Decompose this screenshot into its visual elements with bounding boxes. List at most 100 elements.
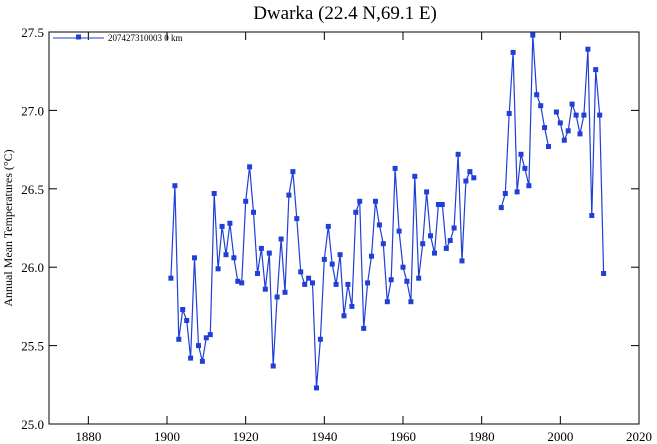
data-point xyxy=(266,250,272,256)
data-point xyxy=(506,111,512,116)
data-point xyxy=(168,275,174,281)
data-point xyxy=(176,336,182,342)
data-point xyxy=(573,112,579,118)
data-point xyxy=(345,281,351,287)
data-point xyxy=(317,336,323,342)
data-point xyxy=(172,183,178,189)
data-point xyxy=(314,385,319,391)
data-point xyxy=(420,241,426,247)
data-point xyxy=(255,271,260,276)
data-point xyxy=(215,266,221,272)
data-point xyxy=(522,165,528,171)
data-point xyxy=(502,191,508,196)
y-tick-label: 26.5 xyxy=(21,182,44,197)
data-point xyxy=(353,209,359,215)
data-point xyxy=(373,198,378,204)
data-point xyxy=(463,178,469,184)
data-point xyxy=(534,92,540,98)
data-point xyxy=(396,228,402,234)
data-point xyxy=(538,103,544,109)
data-point xyxy=(192,255,197,261)
y-tick-label: 26.0 xyxy=(21,260,44,275)
data-point xyxy=(247,164,253,170)
data-point xyxy=(310,280,315,286)
legend-entry: 207427310003 0 km xyxy=(108,33,183,43)
y-tick-label: 25.5 xyxy=(21,339,44,354)
data-point xyxy=(270,363,276,369)
data-point xyxy=(306,275,312,281)
data-point xyxy=(424,189,430,195)
x-tick-label: 1960 xyxy=(390,429,416,444)
data-point xyxy=(597,112,603,118)
data-point xyxy=(235,278,241,284)
data-point xyxy=(565,128,571,134)
data-point xyxy=(601,271,607,276)
x-tick-label: 2020 xyxy=(626,429,652,444)
y-axis-label: Annual Mean Temperatures (°C) xyxy=(1,149,15,306)
data-point xyxy=(467,169,473,175)
data-point xyxy=(196,343,201,349)
axes: 1880 1900 1920 1940 1960 1980 2000 2020 25.0 25.5… xyxy=(21,25,652,444)
data-point xyxy=(443,245,449,251)
data-point xyxy=(455,151,461,157)
data-point xyxy=(298,269,304,275)
data-point xyxy=(357,198,363,204)
data-point xyxy=(203,335,209,341)
data-point xyxy=(376,222,382,228)
series-line xyxy=(170,154,475,388)
data-point xyxy=(471,175,477,181)
x-tick-label: 1940 xyxy=(311,429,337,444)
data-point xyxy=(498,205,504,211)
chart-title: Dwarka (22.4 N,69.1 E) xyxy=(253,3,437,24)
data-point xyxy=(514,189,520,195)
data-point xyxy=(416,275,422,281)
data-point xyxy=(180,307,186,312)
data-point xyxy=(530,32,536,38)
data-point xyxy=(569,101,575,107)
series-line xyxy=(500,35,550,208)
data-point xyxy=(577,131,583,137)
x-tick-label: 1920 xyxy=(233,429,259,444)
data-point xyxy=(392,165,398,171)
data-point xyxy=(451,225,457,231)
y-tick-label: 25.0 xyxy=(21,417,44,432)
data-point xyxy=(290,169,296,175)
data-point xyxy=(380,241,386,247)
data-point xyxy=(239,280,245,286)
data-point xyxy=(341,313,347,319)
data-point xyxy=(251,209,256,215)
data-point xyxy=(219,223,225,229)
legend-marker xyxy=(76,34,81,40)
data-point xyxy=(258,245,264,251)
data-point xyxy=(510,49,516,55)
data-point xyxy=(223,252,229,258)
data-point xyxy=(585,46,591,52)
data-point xyxy=(262,286,268,292)
data-point xyxy=(321,256,327,262)
data-point xyxy=(184,318,190,323)
data-point xyxy=(404,278,410,284)
data-point xyxy=(349,303,355,309)
data-point xyxy=(329,261,335,267)
data-point xyxy=(188,355,194,361)
data-point xyxy=(546,144,551,149)
series-line xyxy=(555,49,605,274)
data-point xyxy=(542,125,548,131)
data-point xyxy=(384,299,390,305)
series-layer xyxy=(168,32,607,391)
data-point xyxy=(553,109,559,115)
data-point xyxy=(227,220,233,226)
plot-frame xyxy=(48,31,640,425)
data-point xyxy=(432,250,437,256)
legend: 207427310003 0 km xyxy=(53,33,183,43)
data-point xyxy=(412,173,418,179)
data-point xyxy=(211,191,217,196)
data-point xyxy=(428,233,433,239)
data-point xyxy=(199,358,205,364)
data-point xyxy=(557,120,563,126)
data-point xyxy=(294,216,300,222)
x-tick-label: 1980 xyxy=(469,429,495,444)
y-tick-label: 27.0 xyxy=(21,103,44,118)
data-point xyxy=(526,183,532,189)
data-point xyxy=(518,151,524,157)
